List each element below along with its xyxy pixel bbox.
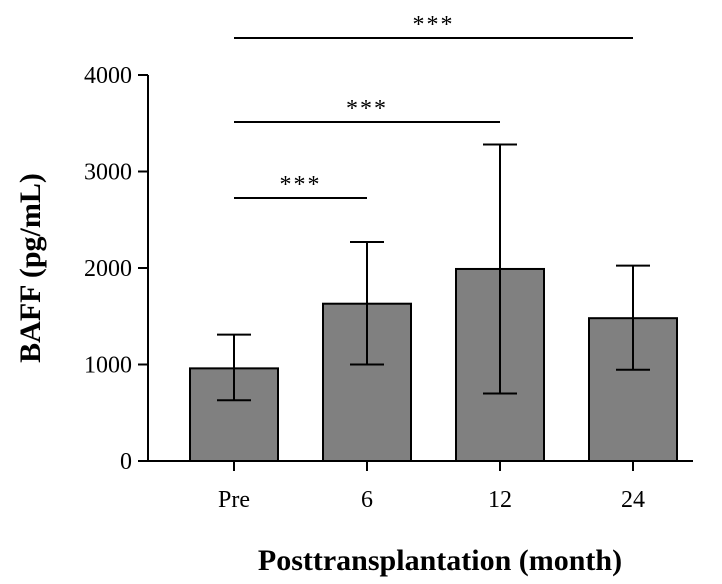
x-tick-label-24: 24: [621, 487, 645, 513]
x-tick-label-6: 6: [361, 487, 373, 513]
bars: [189, 267, 678, 462]
y-tick-label-0: 0: [120, 449, 132, 475]
y-tick-label-3000: 3000: [84, 160, 132, 186]
y-tick-label-2000: 2000: [84, 256, 132, 282]
significance-brackets: *** *** ***: [234, 12, 633, 199]
x-tick-label-Pre: Pre: [218, 487, 250, 513]
x-tick-label-12: 12: [488, 487, 512, 513]
x-axis-title: Posttransplantation (month): [258, 544, 622, 577]
significance-label-1: ***: [346, 96, 388, 122]
y-axis-title: BAFF (pg/mL): [14, 173, 47, 363]
error-bars: [217, 143, 650, 402]
significance-label-2: ***: [413, 12, 455, 38]
y-tick-label-1000: 1000: [84, 353, 132, 379]
axes: 0 1000 2000 3000 4000 Pre 6 12 24: [84, 63, 693, 513]
significance-label-0: ***: [280, 172, 322, 198]
y-tick-label-4000: 4000: [84, 63, 132, 89]
